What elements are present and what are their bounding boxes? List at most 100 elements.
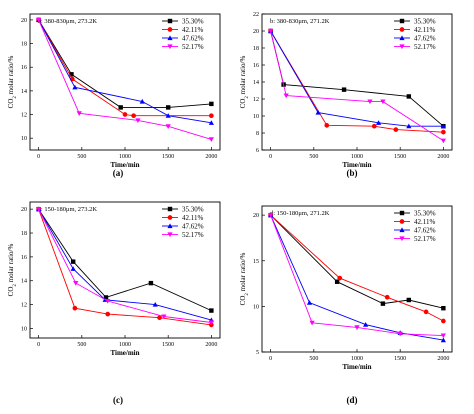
data-point (440, 337, 446, 343)
chart-panel-c: 0 500 1000 1500 2000 10 12 14 16 18 20 Time/min CO2 … (7, 201, 221, 405)
data-point (165, 124, 171, 129)
data-point (209, 101, 214, 107)
x-axis-label: Time/min (110, 349, 139, 357)
y-tick-label: 12 (21, 113, 27, 119)
chart-panel-a: 0 500 1000 1500 2000 10 12 14 16 18 20 Time/min CO2 … (7, 13, 221, 178)
series-52.17% (268, 213, 446, 339)
legend-label: 42.11% (414, 26, 435, 34)
y-tick-label: 8 (256, 131, 259, 137)
x-axis-label: Time/min (342, 161, 371, 169)
data-point (152, 301, 158, 307)
legend-label: 42.11% (182, 26, 203, 34)
chart-panel-b: 0 500 1000 1500 2000 6 8 10 12 14 16 18 20 22 Time/min… (239, 12, 453, 178)
legend-label: 52.17% (182, 43, 204, 51)
data-point (73, 281, 79, 286)
y-axis-label: CO2 molar ratio/% (239, 56, 250, 109)
legend-marker (167, 232, 173, 238)
y-axis-label: CO2 molar ratio/% (239, 253, 250, 306)
data-point (367, 99, 373, 105)
legend-label: 52.17% (182, 231, 204, 239)
x-tick-label: 2000 (205, 342, 217, 348)
legend-marker (167, 35, 173, 41)
x-tick-label: 500 (309, 356, 318, 362)
data-point (440, 333, 446, 339)
data-point (423, 309, 429, 315)
data-point (268, 213, 274, 218)
data-point (209, 308, 214, 313)
x-tick-label: 1000 (119, 342, 131, 348)
data-point (406, 297, 412, 303)
data-point (441, 305, 446, 311)
panel-annotation: b: 380-830μm, 271.2K (270, 18, 330, 25)
legend-marker (399, 18, 405, 24)
data-point (208, 137, 214, 142)
legend-label: 47.62% (182, 34, 204, 42)
y-tick-label: 16 (21, 255, 27, 261)
data-point (341, 87, 347, 92)
legend-marker (167, 206, 173, 212)
panel-annotation: d: 150-180μm, 271.2K (270, 210, 330, 217)
data-point (380, 301, 386, 306)
y-tick-label: 5 (256, 350, 259, 356)
data-point (76, 111, 82, 116)
legend-label: 35.30% (182, 17, 204, 25)
x-tick-label: 1500 (394, 154, 406, 160)
series-47.62% (36, 17, 214, 125)
legend-marker (167, 27, 173, 32)
panel-caption: (d) (347, 395, 358, 405)
data-point (337, 275, 343, 281)
legend: 35.30%42.11%47.62%52.17% (394, 209, 436, 243)
x-tick-label: 500 (77, 342, 86, 348)
y-tick-label: 12 (253, 97, 259, 103)
data-point (441, 129, 446, 135)
y-tick-label: 20 (21, 207, 27, 213)
series-52.17% (268, 28, 446, 144)
legend-label: 52.17% (414, 235, 436, 243)
data-point (363, 322, 369, 327)
data-point (208, 120, 214, 125)
data-point (354, 325, 360, 330)
data-point (122, 112, 128, 117)
x-axis-label: Time/min (342, 363, 371, 371)
data-point (397, 331, 403, 337)
data-point (306, 300, 313, 305)
data-point (283, 93, 289, 99)
data-point (161, 314, 167, 320)
y-tick-label: 14 (253, 80, 259, 86)
y-tick-label: 20 (253, 29, 259, 35)
legend-marker (399, 27, 405, 32)
data-point (440, 123, 446, 129)
y-axis-label: CO2 molar ratio/% (7, 56, 18, 109)
data-point (371, 123, 377, 129)
data-point (208, 320, 214, 326)
data-point (105, 311, 111, 317)
y-tick-label: 18 (253, 46, 259, 52)
data-point (36, 17, 42, 23)
data-point (103, 295, 109, 300)
data-point (135, 118, 141, 124)
y-tick-label: 6 (256, 148, 259, 154)
legend-label: 52.17% (414, 43, 436, 51)
y-tick-label: 10 (21, 136, 27, 142)
legend-marker (399, 219, 405, 224)
data-point (70, 259, 76, 264)
data-point (72, 84, 78, 90)
legend: 35.30%42.11%47.62%52.17% (394, 17, 436, 51)
legend-marker (399, 210, 405, 216)
y-tick-label: 16 (21, 65, 27, 71)
x-tick-label: 1000 (351, 154, 363, 160)
panel-caption: (a) (113, 168, 124, 178)
data-point (72, 305, 78, 311)
data-point (393, 127, 399, 132)
x-tick-label: 500 (77, 154, 86, 160)
data-point (309, 320, 315, 326)
legend-label: 47.62% (414, 34, 436, 42)
panel-annotation: a: 380-830μm, 273.2K (38, 18, 97, 25)
data-point (315, 110, 321, 115)
series-52.17% (36, 207, 214, 326)
legend-marker (399, 35, 405, 41)
data-point (209, 113, 214, 119)
y-tick-label: 20 (21, 18, 27, 24)
x-tick-label: 1500 (394, 356, 406, 362)
